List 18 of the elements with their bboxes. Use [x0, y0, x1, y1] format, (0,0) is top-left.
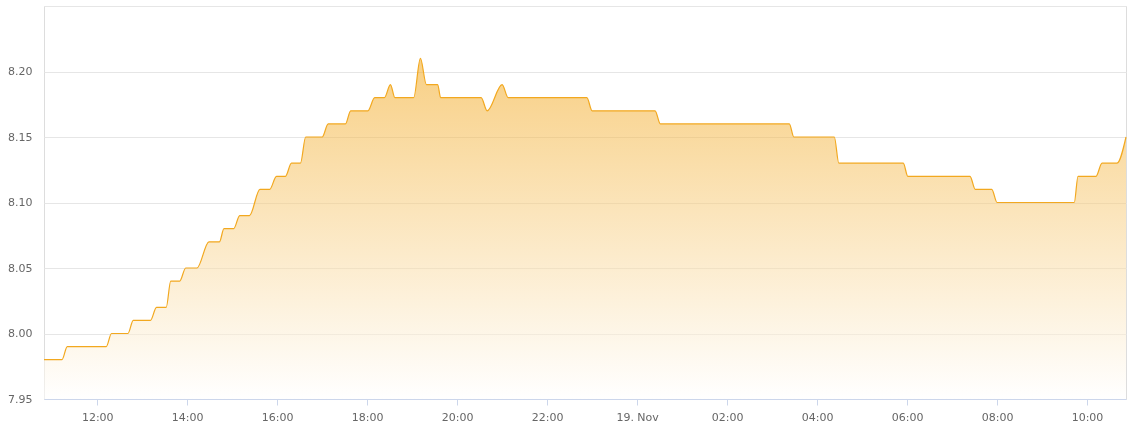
x-tick-label: 04:00 — [801, 410, 834, 424]
x-tick-label: 10:00 — [1071, 410, 1104, 424]
x-tick-label: 06:00 — [891, 410, 924, 424]
y-tick-label: 8.05 — [8, 261, 33, 275]
y-tick-label: 8.20 — [8, 65, 33, 78]
x-tick-label: 22:00 — [531, 410, 564, 424]
x-tick-label: 02:00 — [711, 410, 744, 424]
x-tick-label: 14:00 — [171, 410, 204, 424]
x-tick-label: 12:00 — [81, 410, 114, 424]
y-tick-label: 8.00 — [8, 327, 33, 340]
x-tick-label: 20:00 — [441, 410, 474, 424]
x-tick-label: 16:00 — [261, 410, 294, 424]
y-tick-label: 8.10 — [8, 196, 33, 209]
y-tick-label: 8.15 — [8, 130, 33, 144]
x-tick-label: 19. Nov — [616, 410, 660, 424]
x-tick-label: 08:00 — [981, 410, 1014, 424]
x-tick-label: 18:00 — [351, 410, 384, 424]
y-tick-label: 7.95 — [8, 392, 33, 406]
